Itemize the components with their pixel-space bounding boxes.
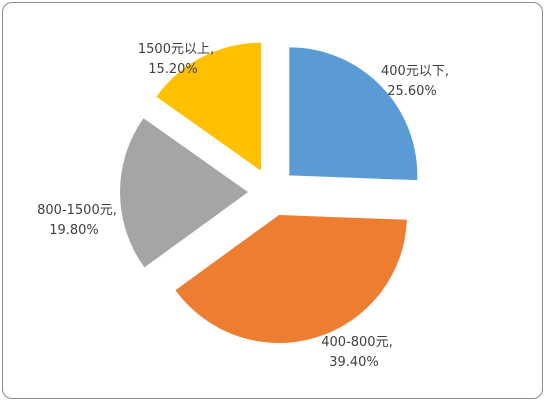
- slice-800-1500: [120, 118, 248, 268]
- data-label-400-below-category: 400元以下,: [381, 64, 449, 79]
- slice-1500-above: [156, 42, 261, 171]
- data-label-1500-above-category: 1500元以上,: [138, 42, 214, 57]
- data-label-800-1500-category: 800-1500元,: [37, 203, 117, 218]
- pie-slice-400-below: [289, 47, 418, 181]
- pie-slice-800-1500: [120, 118, 248, 268]
- data-label-400-800-category: 400-800元,: [321, 335, 392, 350]
- data-label-400-below-value: 25.60%: [387, 84, 437, 99]
- data-label-400-800-value: 39.40%: [329, 355, 379, 370]
- pie-slice-1500-above: [156, 42, 261, 171]
- slice-400-below: [289, 47, 418, 181]
- pie-slice-400-800: [175, 214, 407, 343]
- data-label-800-1500-value: 19.80%: [49, 223, 99, 238]
- data-label-1500-above-value: 15.20%: [148, 62, 198, 77]
- slice-400-800: [175, 214, 407, 343]
